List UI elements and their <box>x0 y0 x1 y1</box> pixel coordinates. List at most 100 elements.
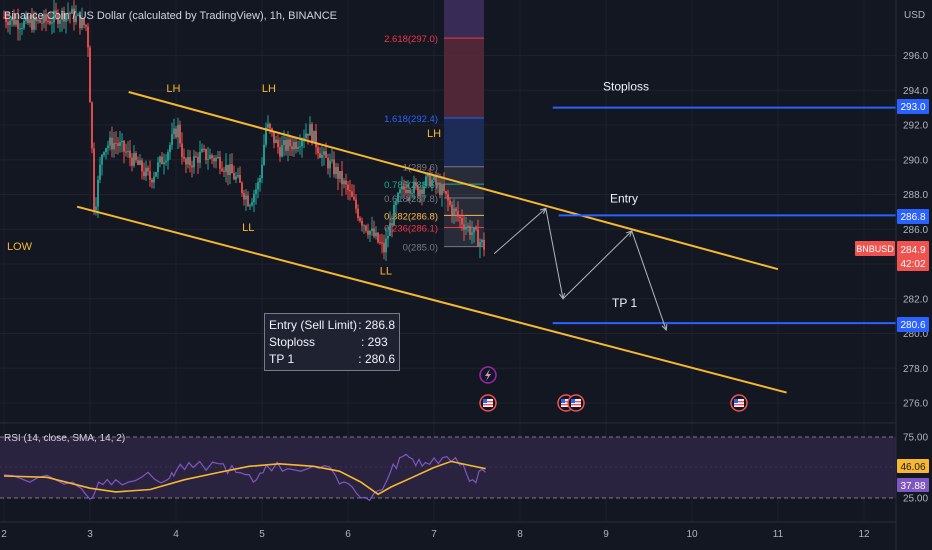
candle-body <box>395 201 397 206</box>
candle-body <box>445 191 447 194</box>
svg-text:BNBUSD: BNBUSD <box>856 244 894 254</box>
time-tick-label: 9 <box>603 529 609 540</box>
candle-body <box>99 164 101 180</box>
candle-body <box>385 238 387 253</box>
candle-body <box>269 123 271 129</box>
time-tick-label: 10 <box>686 529 698 540</box>
candle-body <box>165 160 167 163</box>
trade-levels[interactable]: Stoploss Entry TP 1 <box>552 80 896 325</box>
time-tick-label: 8 <box>517 529 523 540</box>
rsi-title[interactable]: RSI (14, close, SMA, 14, 2) <box>4 433 125 444</box>
candle-body <box>7 21 9 26</box>
projection-segment <box>493 208 547 254</box>
descending-channel[interactable] <box>76 91 787 394</box>
candle-body <box>123 140 125 152</box>
projection-path[interactable] <box>493 207 668 332</box>
trade-entry-row: Entry (Sell Limit): 286.8 <box>269 317 395 334</box>
candle-body <box>379 242 381 244</box>
candle-body <box>113 142 115 150</box>
candle-body <box>281 145 283 157</box>
candle-body <box>195 156 197 158</box>
candle-body <box>209 155 211 159</box>
candle-body <box>43 14 45 23</box>
candle-body <box>197 156 199 163</box>
candle-body <box>375 232 377 237</box>
candle-body <box>73 8 75 23</box>
us-flag-stripe <box>734 404 744 406</box>
candle-body <box>415 182 417 187</box>
us-flag-stripe <box>483 401 493 403</box>
candle-body <box>287 139 289 151</box>
candle-body <box>141 160 143 172</box>
candle-body <box>149 171 151 180</box>
candle-body <box>45 14 47 21</box>
candle-body <box>23 21 25 28</box>
candle-body <box>347 184 349 191</box>
candle-body <box>413 182 415 194</box>
us-flag-stripe <box>483 404 493 406</box>
trade-summary-box[interactable]: Entry (Sell Limit): 286.8 Stoploss: 293 … <box>264 313 400 371</box>
candle-body <box>125 151 127 153</box>
candle-body <box>257 182 259 190</box>
candle-body <box>87 26 89 48</box>
channel-lower-line <box>76 205 787 394</box>
svg-text:46.06: 46.06 <box>900 462 925 473</box>
candle-body <box>403 186 405 190</box>
price-tick-label: 288.0 <box>903 190 928 201</box>
candle-body <box>449 200 451 205</box>
candle-body <box>81 18 83 29</box>
symbol-title[interactable]: Binance Coin / US Dollar (calculated by … <box>4 10 337 22</box>
swing-label-low: LOW <box>7 241 33 253</box>
event-icons[interactable] <box>479 366 748 412</box>
lightning-bolt <box>485 369 491 381</box>
us-flag-canton <box>734 399 738 403</box>
candle-body <box>129 150 131 158</box>
candle-body <box>483 239 485 250</box>
candle-body <box>349 190 351 192</box>
candle-body <box>145 167 147 177</box>
us-flag-icon[interactable] <box>730 394 748 412</box>
time-tick-label: 11 <box>773 529 784 540</box>
candle-body <box>381 242 383 244</box>
candle-body <box>19 28 21 30</box>
candle-body <box>323 151 325 155</box>
price-axis[interactable] <box>896 0 932 550</box>
candle-body <box>397 193 399 202</box>
stoploss-price-badge: 293.0 <box>897 99 929 114</box>
time-axis-ticks: 2 3 4 5 6 7 8 9 10 11 12 <box>1 529 870 540</box>
fib-level-label: 0(285.0) <box>403 243 438 254</box>
us-flag-stripe <box>561 404 571 406</box>
candle-body <box>279 147 281 157</box>
symbol-badge: BNBUSD <box>855 241 895 256</box>
candle-body <box>15 20 17 25</box>
candle-body <box>443 183 445 192</box>
candle-body <box>83 18 85 25</box>
candle-body <box>105 148 107 153</box>
candle-body <box>433 176 435 180</box>
us-flag-icon[interactable] <box>567 394 585 412</box>
candle-body <box>233 173 235 180</box>
us-flag-canton <box>571 399 575 403</box>
candle-body <box>215 157 217 162</box>
candle-body <box>441 183 443 195</box>
fib-level-label: 0.236(286.1) <box>384 224 438 235</box>
candle-body <box>229 164 231 175</box>
candle-body <box>237 174 239 177</box>
candle-body <box>107 145 109 149</box>
us-flag-icon[interactable] <box>479 394 497 412</box>
swing-label-lh: LH <box>166 83 180 95</box>
candle-body <box>71 8 73 14</box>
candle-body <box>49 21 51 24</box>
candle-body <box>241 182 243 194</box>
candle-body <box>67 12 69 14</box>
candle-body <box>427 173 429 177</box>
candle-body <box>135 153 137 161</box>
candle-body <box>221 168 223 171</box>
svg-text:286.8: 286.8 <box>900 212 925 223</box>
candle-body <box>255 189 257 194</box>
lightning-icon[interactable] <box>479 366 497 384</box>
candle-body <box>407 190 409 194</box>
candle-body <box>263 144 265 165</box>
candle-body <box>223 170 225 172</box>
